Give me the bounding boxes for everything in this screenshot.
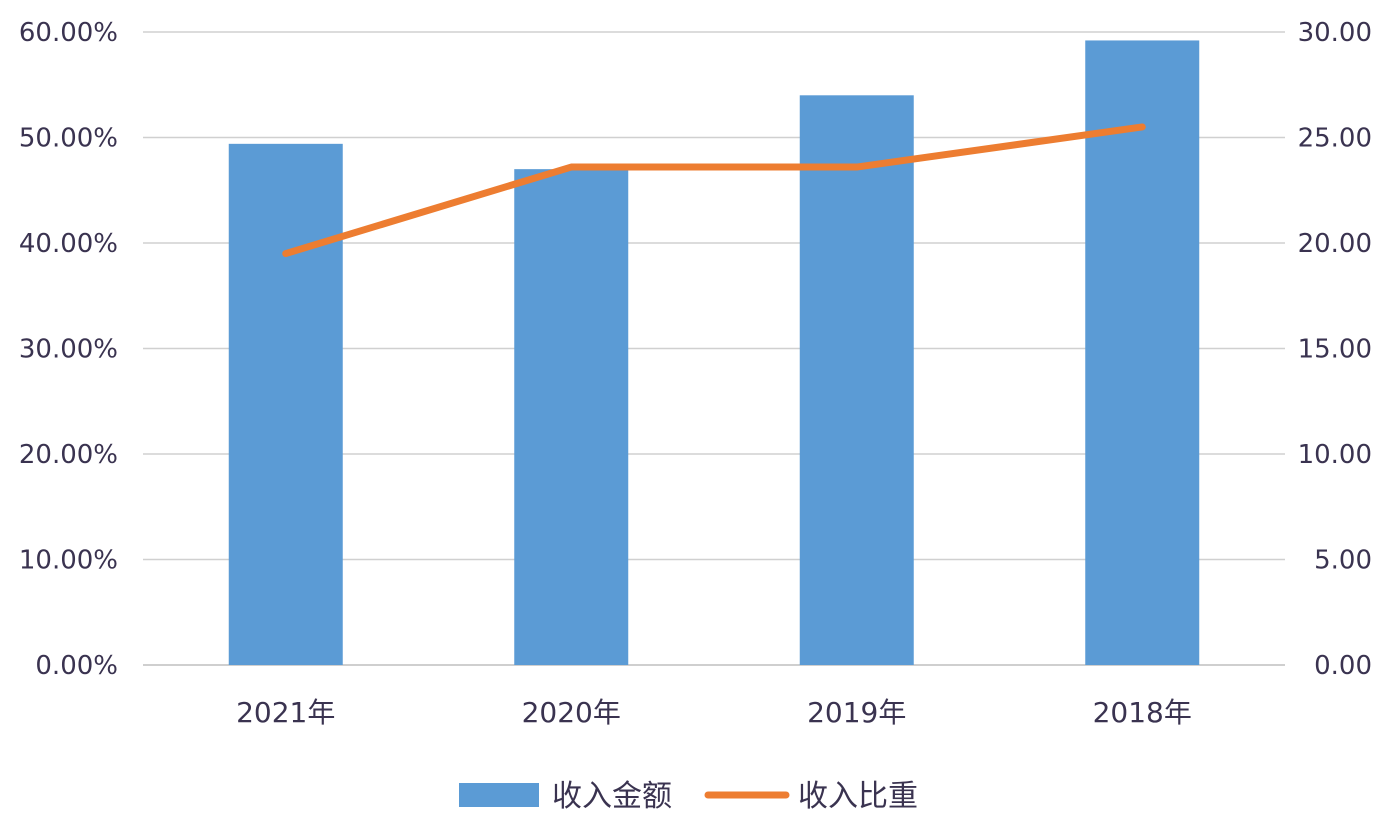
left-tick-label: 40.00% bbox=[19, 229, 118, 259]
legend-label: 收入金额 bbox=[552, 779, 672, 814]
left-tick-label: 20.00% bbox=[19, 440, 118, 470]
left-tick-label: 30.00% bbox=[19, 335, 118, 365]
line-series bbox=[282, 123, 1146, 258]
legend-bar-swatch bbox=[459, 783, 539, 807]
right-tick-label: 0.00 bbox=[1314, 651, 1372, 681]
x-tick-label: 2019年 bbox=[807, 696, 906, 729]
legend-label: 收入比重 bbox=[798, 779, 918, 814]
x-tick-label: 2021年 bbox=[236, 696, 335, 729]
right-tick-label: 5.00 bbox=[1314, 546, 1372, 576]
bar bbox=[1085, 40, 1200, 665]
legend: 收入金额 收入比重 bbox=[459, 779, 918, 814]
right-tick-label: 10.00 bbox=[1298, 440, 1372, 470]
right-axis: 0.00 5.00 10.00 15.00 20.00 25.00 30.00 bbox=[1298, 18, 1372, 681]
left-tick-label: 10.00% bbox=[19, 546, 118, 576]
bar-series bbox=[228, 40, 1200, 666]
left-axis: 0.00% 10.00% 20.00% 30.00% 40.00% 50.00% 60.00… bbox=[19, 18, 118, 681]
right-tick-label: 20.00 bbox=[1298, 229, 1372, 259]
bar bbox=[799, 95, 914, 666]
right-tick-label: 25.00 bbox=[1298, 124, 1372, 154]
right-tick-label: 15.00 bbox=[1298, 335, 1372, 365]
left-tick-label: 60.00% bbox=[19, 18, 118, 48]
bar bbox=[228, 143, 343, 665]
x-tick-label: 2020年 bbox=[522, 696, 621, 729]
bar bbox=[514, 169, 629, 665]
series-line bbox=[282, 123, 1146, 258]
left-tick-label: 50.00% bbox=[19, 124, 118, 154]
x-axis: 2021年 2020年 2019年 2018年 bbox=[236, 696, 1192, 729]
left-tick-label: 0.00% bbox=[35, 651, 118, 681]
right-tick-label: 30.00 bbox=[1298, 18, 1372, 48]
x-tick-label: 2018年 bbox=[1093, 696, 1192, 729]
